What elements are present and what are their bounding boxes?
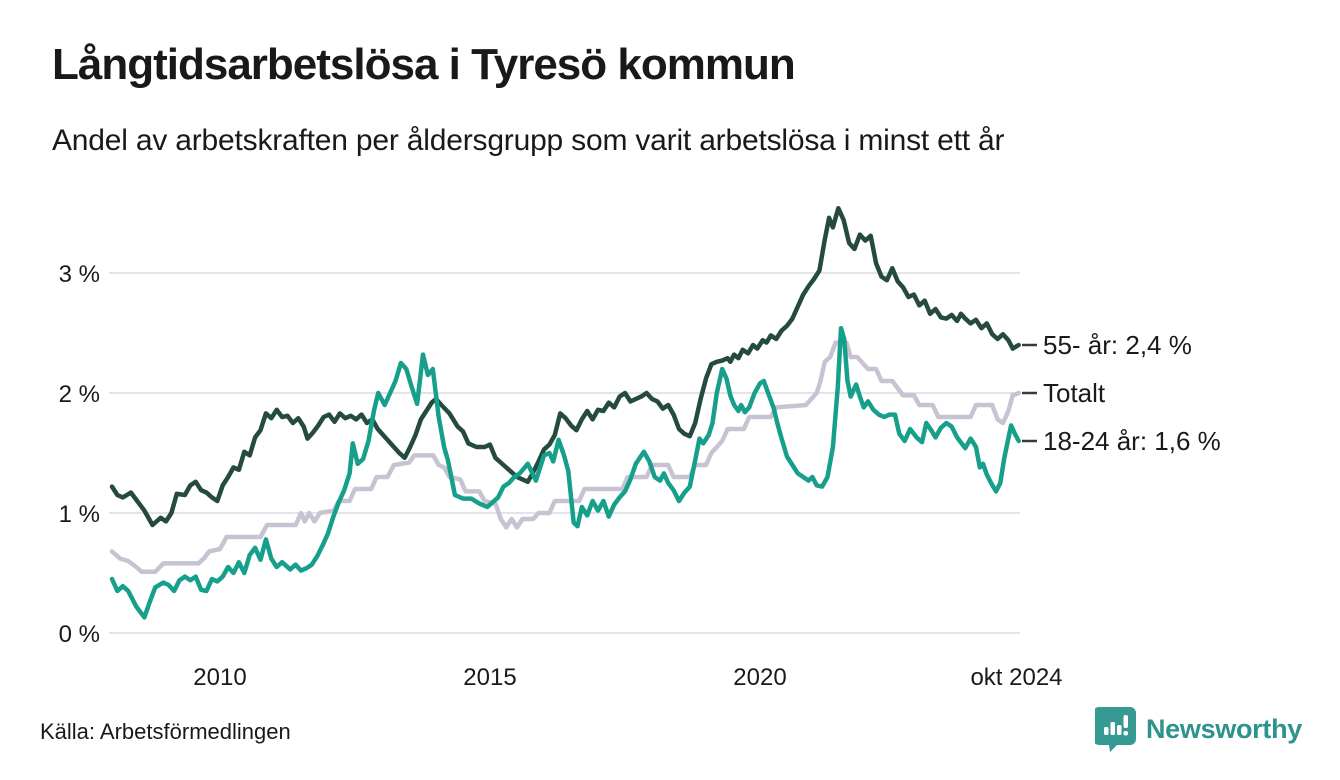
logo-exclamation-dot [1123,731,1128,736]
series-line-18-24-r [109,325,1021,620]
line-chart: 0 % 1 % 2 % 3 % 2010 2015 2020 okt 2024 55- år: … [59,205,1221,691]
newsworthy-logo: Newsworthy [1094,706,1302,752]
y-axis-tick-label: 3 % [59,261,100,288]
logo-bar-1 [1103,727,1109,735]
y-axis-tick-label: 2 % [59,381,100,408]
y-axis-tick-label: 0 % [59,621,100,648]
x-axis-tick-label: 2010 [193,664,246,691]
logo-exclamation-bar [1123,715,1128,728]
series-end-label: 18-24 år: 1,6 % [1043,426,1221,456]
series-end-label: Totalt [1043,378,1106,408]
source-note: Källa: Arbetsförmedlingen [40,719,291,744]
x-axis-tick-label: 2020 [733,664,786,691]
x-axis-tick-label: okt 2024 [970,664,1062,691]
newsworthy-logo-text: Newsworthy [1145,713,1302,744]
logo-bar-3 [1116,725,1122,735]
series-end-label: 55- år: 2,4 % [1043,330,1192,360]
logo-bar-2 [1110,722,1115,735]
series-line-55-r [109,205,1021,528]
logo-bubble-shape [1094,707,1136,752]
chart-title: Långtidsarbetslösa i Tyresö kommun [52,40,796,89]
chart-subtitle: Andel av arbetskraften per åldersgrupp s… [52,124,1005,157]
series-line-totalt [109,340,1021,575]
y-axis-tick-label: 1 % [59,501,100,528]
x-axis-tick-label: 2015 [463,664,516,691]
bar-chart-speech-bubble-icon [1094,707,1136,752]
